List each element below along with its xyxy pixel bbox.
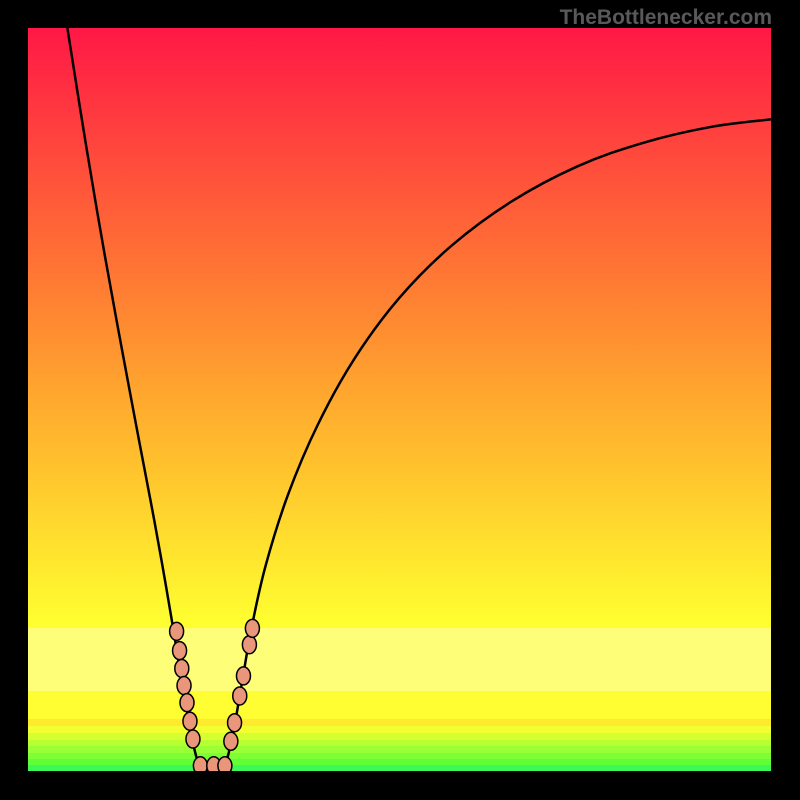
data-marker	[175, 659, 189, 677]
watermark-text: TheBottlenecker.com	[560, 6, 772, 30]
data-marker	[236, 667, 250, 685]
data-marker	[233, 687, 247, 705]
data-marker	[193, 757, 207, 771]
data-marker	[183, 712, 197, 730]
data-marker	[224, 732, 238, 750]
curve-right-branch	[223, 119, 771, 771]
data-marker	[180, 694, 194, 712]
bottleneck-curve	[28, 28, 771, 771]
data-marker	[177, 677, 191, 695]
data-marker	[170, 622, 184, 640]
data-marker	[173, 642, 187, 660]
data-marker	[186, 730, 200, 748]
data-marker	[242, 636, 256, 654]
data-marker	[228, 714, 242, 732]
data-marker	[218, 757, 232, 771]
plot-area	[28, 28, 771, 771]
data-marker	[245, 619, 259, 637]
